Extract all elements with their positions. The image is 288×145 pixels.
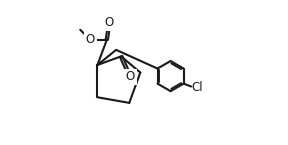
Text: Cl: Cl	[192, 81, 203, 94]
Text: O: O	[126, 70, 135, 83]
Text: O: O	[86, 33, 95, 46]
Text: O: O	[104, 16, 113, 29]
